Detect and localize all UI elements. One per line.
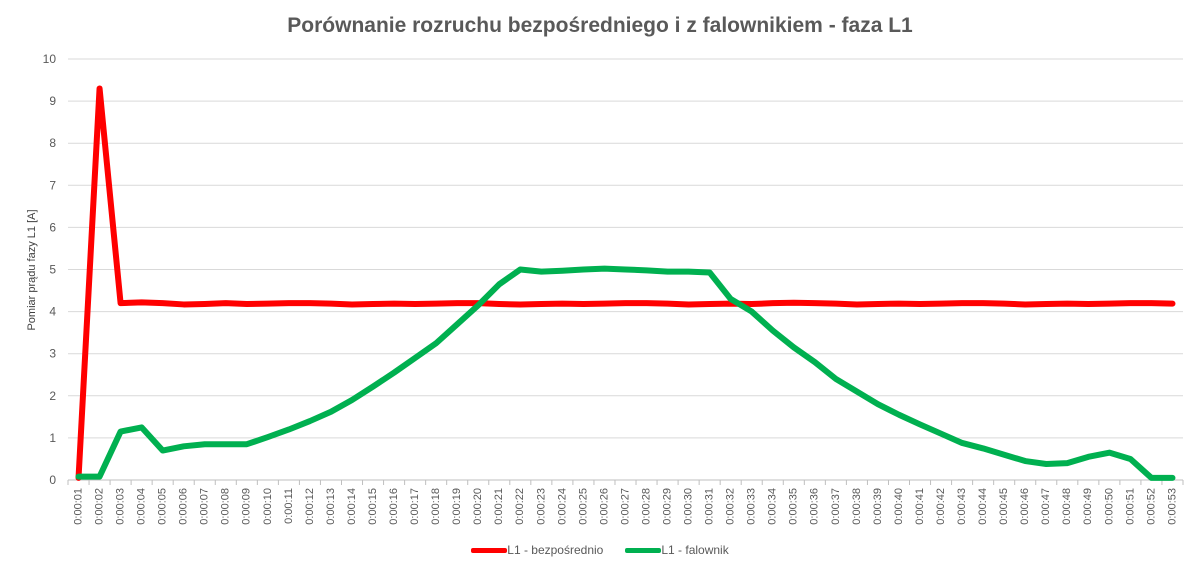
x-tick-label: 0:00:41 [914, 488, 926, 525]
x-tick-label: 0:00:27 [619, 488, 631, 525]
x-tick-label: 0:00:49 [1082, 488, 1094, 525]
legend-swatch [625, 547, 662, 553]
x-tick-label: 0:00:33 [746, 488, 758, 525]
y-tick-label-5: 5 [49, 263, 56, 277]
x-tick-label: 0:00:45 [998, 488, 1010, 525]
x-tick-label: 0:00:25 [577, 488, 589, 525]
x-tick-label: 0:00:35 [788, 488, 800, 525]
x-tick-label: 0:00:51 [1124, 488, 1136, 525]
x-tick-label: 0:00:29 [661, 488, 673, 525]
x-tick-label: 0:00:16 [388, 488, 400, 525]
chart-title: Porównanie rozruchu bezpośredniego i z f… [287, 14, 913, 37]
x-tick-label: 0:00:39 [872, 488, 884, 525]
x-tick-label: 0:00:34 [767, 488, 779, 525]
gridlines [68, 58, 1183, 439]
x-tick-label: 0:00:31 [704, 488, 716, 525]
x-tick-label: 0:00:14 [346, 488, 358, 525]
y-tick-label-3: 3 [49, 347, 56, 361]
x-tick-label: 0:00:13 [325, 488, 337, 525]
y-tick-label-4: 4 [49, 305, 56, 319]
x-tick-label: 0:00:02 [93, 488, 105, 525]
x-tick-label: 0:00:09 [241, 488, 253, 525]
legend-label: L1 - bezpośrednio [507, 543, 604, 557]
y-tick-label-9: 9 [49, 94, 56, 108]
x-tick-label: 0:00:47 [1040, 488, 1052, 525]
x-tick-label: 0:00:01 [72, 488, 84, 525]
x-tick-label: 0:00:18 [430, 488, 442, 525]
y-tick-label-6: 6 [49, 220, 56, 234]
x-tick-label: 0:00:53 [1166, 488, 1178, 525]
x-tick-label: 0:00:15 [367, 488, 379, 525]
x-tick-label: 0:00:05 [157, 488, 169, 525]
x-tick-label: 0:00:10 [262, 488, 274, 525]
x-tick-label: 0:00:22 [514, 488, 526, 525]
legend-item: L1 - bezpośrednio [471, 543, 603, 557]
x-tick-label: 0:00:12 [304, 488, 316, 525]
y-tick-label-0: 0 [49, 473, 56, 487]
legend-swatch [471, 547, 508, 553]
legend: L1 - bezpośrednio L1 - falownik [0, 543, 1200, 557]
y-tick-label-10: 10 [43, 52, 57, 66]
series-line-bezposrednio [75, 85, 1176, 481]
x-tick-label: 0:00:43 [956, 488, 968, 525]
axes [67, 479, 1184, 485]
x-tick-label: 0:00:08 [220, 488, 232, 525]
x-tick-label: 0:00:07 [199, 488, 211, 525]
x-tick-label: 0:00:52 [1145, 488, 1157, 525]
x-tick-label: 0:00:21 [493, 488, 505, 525]
x-tick-label: 0:00:19 [451, 488, 463, 525]
x-tick-label: 0:00:40 [893, 488, 905, 525]
x-tick-label: 0:00:23 [535, 488, 547, 525]
y-tick-label-1: 1 [49, 431, 56, 445]
x-tick-label: 0:00:03 [115, 488, 127, 525]
x-tick-label: 0:00:24 [556, 488, 568, 525]
y-tick-label-2: 2 [49, 389, 56, 403]
x-tick-label: 0:00:46 [1019, 488, 1031, 525]
legend-item: L1 - falownik [625, 543, 729, 557]
x-tick-label: 0:00:38 [851, 488, 863, 525]
x-tick-label: 0:00:26 [598, 488, 610, 525]
y-tick-labels: 0 1 2 3 4 5 6 7 8 9 10 [43, 52, 57, 487]
x-tick-label: 0:00:50 [1103, 488, 1115, 525]
x-tick-label: 0:00:44 [977, 488, 989, 525]
x-tick-labels: 0:00:01 0:00:02 0:00:03 0:00:04 0:00:05 0:00:… [72, 488, 1178, 525]
x-tick-label: 0:00:28 [640, 488, 652, 525]
x-tick-label: 0:00:30 [683, 488, 695, 525]
x-tick-label: 0:00:37 [830, 488, 842, 525]
x-tick-label: 0:00:36 [809, 488, 821, 525]
y-tick-label-7: 7 [49, 178, 56, 192]
x-tick-label: 0:00:17 [409, 488, 421, 525]
x-tick-label: 0:00:32 [725, 488, 737, 525]
x-tick-label: 0:00:48 [1061, 488, 1073, 525]
legend-label: L1 - falownik [661, 543, 729, 557]
y-tick-label-8: 8 [49, 136, 56, 150]
series-lines [75, 85, 1176, 481]
x-tick-label: 0:00:11 [283, 488, 295, 524]
series-line-falownik [75, 265, 1176, 481]
x-tick-label: 0:00:06 [178, 488, 190, 525]
x-tick-label: 0:00:20 [472, 488, 484, 525]
x-tick-label: 0:00:04 [136, 488, 148, 525]
x-tick-label: 0:00:42 [935, 488, 947, 525]
